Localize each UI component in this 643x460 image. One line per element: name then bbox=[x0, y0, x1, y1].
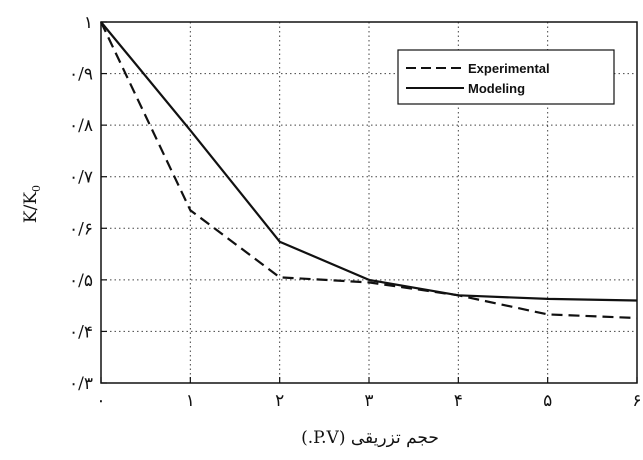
y-tick-label: ۰/۹ bbox=[69, 65, 93, 85]
legend-box bbox=[397, 49, 615, 105]
x-tick-label: ۶ bbox=[632, 391, 641, 411]
y-tick-label: ۰/۷ bbox=[69, 168, 93, 188]
series-line-experimental bbox=[100, 21, 638, 320]
x-tick-label: ۱ bbox=[186, 391, 195, 411]
tick-layer: ۰ ۱ ۲ ۳ ۴ ۵ ۶ ۰/۳ ۰/۴ ۰/۵ ۰/۶ ۰/۷ ۰/۸ ۰/۹ ۱ bbox=[69, 13, 642, 411]
legend-label-experimental: Experimental bbox=[468, 61, 550, 76]
y-axis-label-subscript: 0 bbox=[30, 185, 43, 192]
legend: Experimental Modeling bbox=[397, 49, 615, 105]
x-tick-label: ۲ bbox=[275, 391, 284, 411]
x-tick-label: ۴ bbox=[454, 391, 463, 411]
x-tick-label: ۵ bbox=[543, 391, 552, 411]
y-tick-label: ۰/۶ bbox=[69, 219, 93, 239]
legend-label-modeling: Modeling bbox=[468, 81, 525, 96]
y-axis-label: K/K0 bbox=[21, 185, 43, 223]
y-tick-label: ۰/۴ bbox=[69, 322, 93, 342]
y-tick-label: ۰/۵ bbox=[69, 271, 93, 291]
y-axis-label-main: K/K bbox=[21, 192, 41, 223]
x-axis-label: حجم تزریقی (P.V.) bbox=[301, 428, 439, 448]
x-tick-label: ۰ bbox=[96, 391, 105, 411]
y-tick-label: ۰/۸ bbox=[69, 116, 93, 136]
series-layer bbox=[100, 21, 638, 320]
y-tick-label: ۰/۳ bbox=[69, 374, 93, 394]
y-tick-label: ۱ bbox=[84, 13, 93, 33]
series-line-modeling bbox=[100, 21, 638, 302]
x-tick-label: ۳ bbox=[364, 391, 373, 411]
